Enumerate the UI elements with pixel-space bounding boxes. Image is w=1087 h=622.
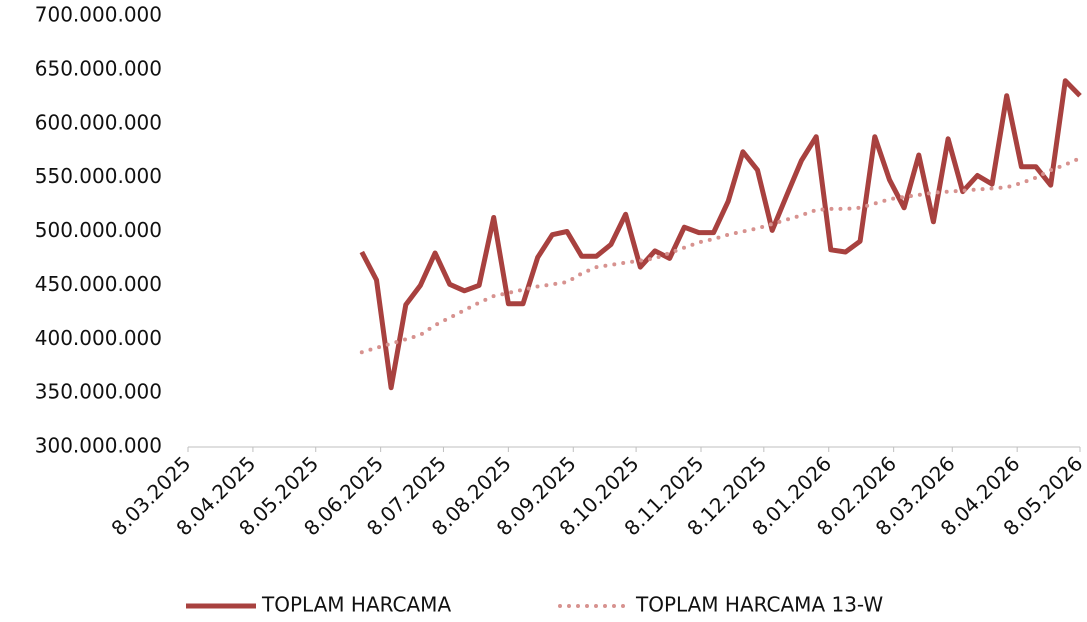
y-tick-label: 300.000.000 (35, 434, 162, 458)
y-tick-label: 650.000.000 (35, 56, 162, 80)
legend-label: TOPLAM HARCAMA 13-W (635, 593, 883, 617)
y-tick-label: 500.000.000 (35, 218, 162, 242)
legend-label: TOPLAM HARCAMA (261, 593, 451, 617)
series-line (359, 156, 1082, 355)
y-tick-label: 550.000.000 (35, 164, 162, 188)
y-tick-label: 700.000.000 (35, 3, 162, 27)
y-tick-label: 350.000.000 (35, 380, 162, 404)
y-tick-label: 450.000.000 (35, 272, 162, 296)
series-line (359, 78, 1082, 391)
y-tick-label: 600.000.000 (35, 110, 162, 134)
y-tick-label: 400.000.000 (35, 326, 162, 350)
